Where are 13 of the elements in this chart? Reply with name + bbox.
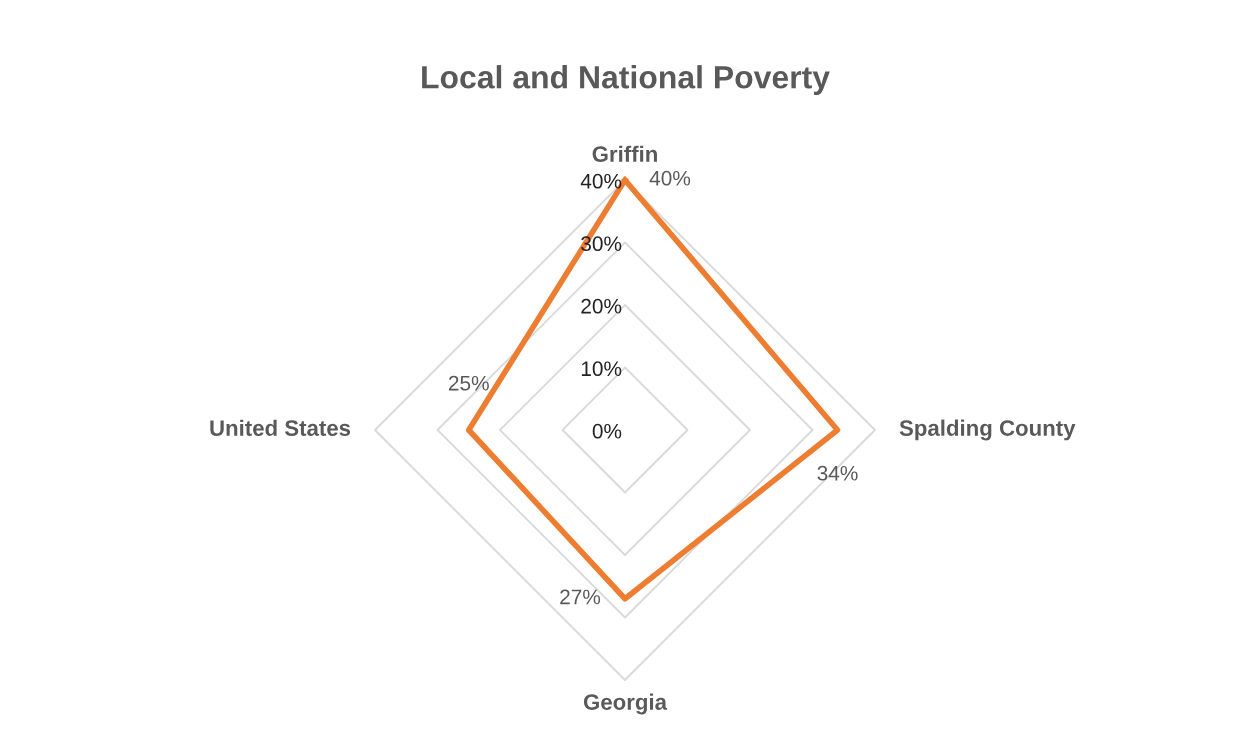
- y-tick-label: 10%: [581, 361, 622, 377]
- data-label: 40%: [649, 170, 691, 186]
- spoke-label: Georgia: [583, 693, 668, 715]
- data-label: 25%: [448, 375, 489, 391]
- spoke-label: United States: [210, 419, 351, 436]
- y-tick-label: 20%: [581, 298, 622, 314]
- data-label: 27%: [560, 589, 601, 605]
- spoke-label: Spalding County: [899, 419, 1076, 441]
- data-label: 34%: [817, 465, 858, 481]
- y-tick-label: 0%: [592, 423, 622, 439]
- spoke-label: Griffin: [592, 145, 657, 162]
- y-tick-label: 40%: [580, 173, 622, 189]
- chart-title: Local and National Poverty: [422, 65, 830, 95]
